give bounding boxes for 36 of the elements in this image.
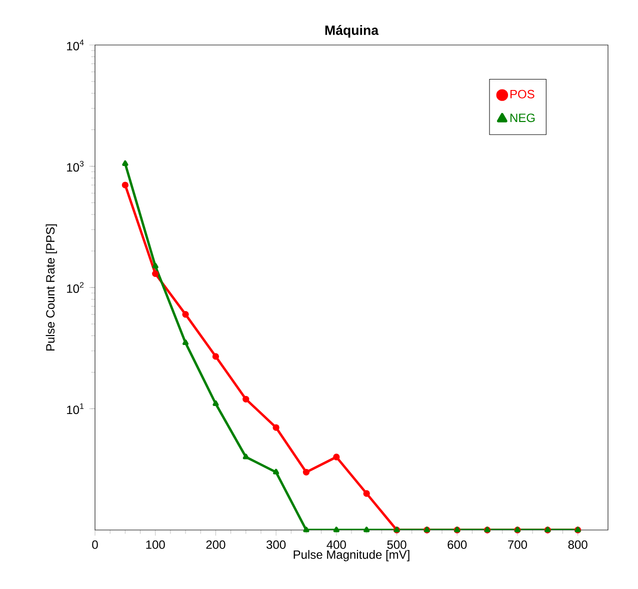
- point: [333, 454, 340, 460]
- point: [302, 468, 310, 476]
- point: [242, 454, 249, 460]
- legend-label: NEG: [510, 114, 535, 122]
- x-tick-label: 600: [448, 540, 467, 549]
- point: [182, 339, 189, 346]
- point: [303, 526, 310, 532]
- y-tick-label: 10$^{1}$: [67, 403, 84, 414]
- point: [364, 526, 370, 532]
- point: [333, 526, 340, 532]
- x-tick-label: 300: [266, 540, 286, 549]
- point: [212, 353, 220, 360]
- point: [273, 468, 280, 474]
- point: [212, 400, 219, 406]
- point: [182, 311, 189, 318]
- x-tick-label: 100: [146, 540, 165, 549]
- x-axis-title: Pulse Magnitude [mV]: [294, 550, 410, 562]
- point: [242, 396, 250, 402]
- legend-label: POS: [510, 90, 534, 98]
- chart-title: Máquina: [325, 25, 379, 38]
- x-tick-label: 800: [568, 540, 588, 549]
- point: [122, 160, 128, 166]
- x-tick-label: 700: [508, 540, 528, 549]
- point: [272, 424, 280, 431]
- y-tick-label: 10$^{4}$: [67, 40, 84, 50]
- x-tick-label: 0: [92, 540, 98, 549]
- x-tick-label: 400: [326, 540, 346, 549]
- y-tick-label: 10$^{2}$: [67, 282, 84, 293]
- point: [152, 270, 159, 278]
- y-axis-title: Pulse Count Rate [PPS]: [46, 224, 57, 351]
- point: [363, 490, 370, 497]
- y-tick-label: 10$^{3}$: [67, 160, 84, 172]
- point: [122, 182, 129, 188]
- x-tick-label: 200: [206, 540, 226, 549]
- point: [152, 262, 158, 268]
- x-tick-label: 500: [387, 540, 406, 549]
